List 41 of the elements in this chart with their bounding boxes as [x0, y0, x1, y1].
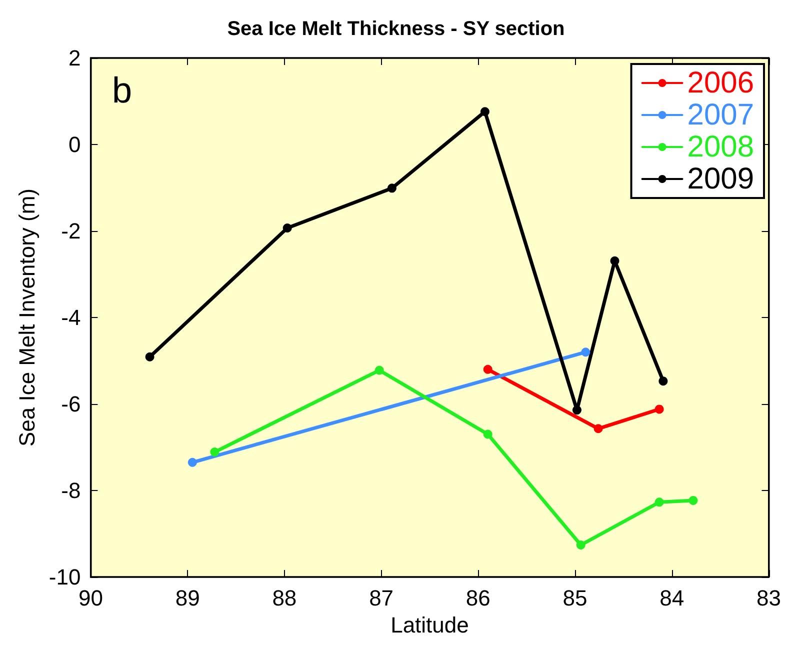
x-tick-label: 85	[562, 586, 588, 610]
y-tick-label: -6	[61, 392, 81, 416]
annotation: b	[112, 70, 132, 110]
point	[374, 366, 384, 375]
y-tick-label: -8	[61, 478, 81, 503]
x-axis-title: Latitude	[390, 612, 469, 638]
point	[188, 458, 197, 467]
point	[387, 184, 396, 193]
legend-label: 2008	[687, 130, 754, 164]
y-axis-title: Sea Ice Melt Inventory (m)	[14, 188, 40, 446]
x-tick-label: 89	[175, 586, 200, 610]
point	[483, 364, 492, 374]
point	[145, 352, 154, 362]
x-tick-label: 90	[78, 586, 103, 610]
y-tick-label: -10	[48, 564, 81, 590]
y-tick-label: 0	[68, 132, 81, 157]
y-tick-label: -4	[61, 305, 81, 330]
point	[282, 223, 292, 232]
point	[581, 348, 590, 357]
point	[654, 498, 664, 507]
chart-title: Sea Ice Melt Thickness - SY section	[227, 18, 565, 40]
point	[610, 256, 620, 266]
point	[688, 496, 698, 505]
point	[572, 406, 582, 415]
point	[654, 404, 664, 414]
x-tick-label: 88	[272, 586, 297, 610]
point	[594, 424, 603, 434]
legend-label: 2009	[687, 162, 754, 196]
x-tick-label: 87	[369, 586, 394, 610]
point	[576, 540, 586, 550]
x-tick-label: 86	[466, 586, 490, 610]
x-tick-label: 83	[756, 586, 782, 610]
point	[658, 376, 668, 386]
y-tick-label: -2	[61, 218, 81, 244]
point	[210, 448, 220, 457]
point	[483, 430, 492, 439]
x-tick-label: 84	[660, 586, 684, 610]
legend-label: 2006	[687, 66, 754, 100]
point	[480, 107, 490, 116]
y-tick-label: 2	[68, 46, 81, 70]
legend-label: 2007	[687, 98, 754, 132]
